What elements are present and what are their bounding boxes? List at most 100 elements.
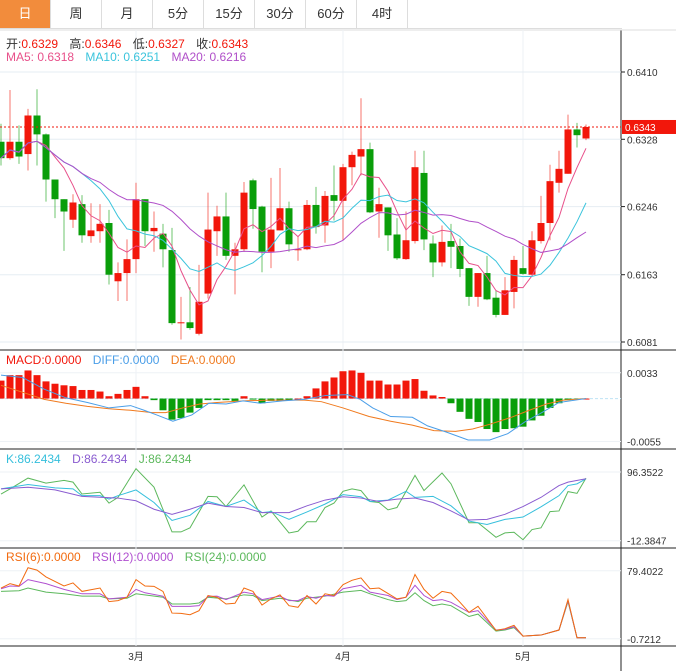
macd-bar xyxy=(186,398,194,413)
macd-value: MACD:0.0000 xyxy=(6,353,82,367)
d-line xyxy=(0,478,587,521)
macd-bar xyxy=(474,398,482,422)
candle-down xyxy=(465,268,473,297)
last-price-badge xyxy=(622,119,676,134)
tab-day[interactable]: 日 xyxy=(0,0,51,28)
rsi6-value: RSI(6):0.0000 xyxy=(6,550,81,564)
macd-bar xyxy=(69,386,77,399)
macd-bar xyxy=(33,375,41,399)
candle-down xyxy=(141,199,149,232)
candle-up xyxy=(114,273,122,282)
macd-bar xyxy=(294,398,302,400)
candle-down xyxy=(51,179,59,200)
tab-5min[interactable]: 5分 xyxy=(153,0,204,28)
candle-down xyxy=(15,141,23,157)
candle-down xyxy=(384,207,392,236)
price-axis-label: 0.6246 xyxy=(627,203,658,214)
macd-bar xyxy=(429,395,437,399)
candle-up xyxy=(339,167,347,201)
macd-bar xyxy=(60,385,68,399)
candle-down xyxy=(258,206,266,252)
candle-up xyxy=(474,273,482,297)
macd-bar xyxy=(402,380,410,399)
candle-down xyxy=(60,199,68,212)
macd-bar xyxy=(51,383,59,399)
candle-down xyxy=(0,141,5,159)
tab-month[interactable]: 月 xyxy=(102,0,153,28)
diff-value: DIFF:0.0000 xyxy=(92,353,160,367)
macd-bar xyxy=(195,398,203,408)
candle-up xyxy=(375,204,383,212)
macd-bar xyxy=(321,381,329,399)
k-line xyxy=(0,478,587,525)
macd-bar xyxy=(285,398,293,401)
ma20-line xyxy=(0,140,587,253)
candle-down xyxy=(186,322,194,329)
macd-bar xyxy=(366,380,374,399)
candle-up xyxy=(213,216,221,232)
macd-bar xyxy=(348,370,356,399)
macd-bar xyxy=(6,375,14,399)
macd-bar xyxy=(438,397,446,399)
candle-down xyxy=(393,234,401,259)
candle-down xyxy=(168,250,176,324)
candle-up xyxy=(267,229,275,252)
macd-bar xyxy=(312,388,320,399)
macd-axis-label: 0.0033 xyxy=(627,369,658,380)
macd-bar xyxy=(357,372,365,399)
candle-up xyxy=(411,167,419,242)
macd-bar xyxy=(483,398,491,430)
tab-60min[interactable]: 60分 xyxy=(306,0,357,28)
macd-bar xyxy=(231,398,239,401)
macd-bar xyxy=(447,398,455,404)
macd-bar xyxy=(132,386,140,399)
candle-up xyxy=(357,149,365,157)
rsi-legend: RSI(6):0.0000 RSI(12):0.0000 RSI(24):0.0… xyxy=(6,550,274,564)
candle-up xyxy=(204,229,212,294)
ma10-value: MA10: 0.6251 xyxy=(85,50,161,64)
tab-4hour[interactable]: 4时 xyxy=(357,0,408,28)
candle-down xyxy=(366,149,374,213)
d-value: D:86.2434 xyxy=(72,452,128,466)
candle-up xyxy=(438,241,446,263)
high-value: 0.6346 xyxy=(84,37,122,51)
close-value: 0.6343 xyxy=(211,37,249,51)
macd-bar xyxy=(249,398,257,400)
candle-down xyxy=(573,129,581,136)
candle-up xyxy=(582,126,590,139)
candle-up xyxy=(321,195,329,226)
candle-down xyxy=(429,243,437,263)
dea-value: DEA:0.0000 xyxy=(170,353,236,367)
price-axis-label: 0.6163 xyxy=(627,271,658,282)
j-line xyxy=(0,467,587,541)
candle-up xyxy=(96,223,104,232)
candle-down xyxy=(330,195,338,201)
macd-bar xyxy=(420,390,428,399)
period-tabs: 日 周 月 5分 15分 30分 60分 4时 xyxy=(0,0,622,29)
tab-15min[interactable]: 15分 xyxy=(204,0,255,28)
candle-up xyxy=(69,202,77,220)
candle-up xyxy=(195,301,203,334)
j-value: J:86.2434 xyxy=(138,452,192,466)
tab-30min[interactable]: 30分 xyxy=(255,0,306,28)
low-value: 0.6327 xyxy=(148,37,185,51)
macd-bar xyxy=(303,396,311,399)
candle-down xyxy=(312,204,320,228)
macd-bar xyxy=(240,396,248,399)
candle-up xyxy=(240,192,248,250)
candle-up xyxy=(501,290,509,315)
macd-bar xyxy=(15,375,23,399)
open-value: 0.6329 xyxy=(21,37,59,51)
macd-bar xyxy=(141,396,149,399)
open-label: 开: xyxy=(6,37,22,51)
ma5-line xyxy=(0,140,587,306)
candle-up xyxy=(132,199,140,260)
macd-bar xyxy=(213,398,221,401)
macd-bar xyxy=(258,398,266,404)
candle-down xyxy=(33,115,41,135)
candle-up xyxy=(87,230,95,237)
tab-week[interactable]: 周 xyxy=(51,0,102,28)
macd-legend: MACD:0.0000 DIFF:0.0000 DEA:0.0000 xyxy=(6,353,243,367)
macd-bar xyxy=(0,380,5,399)
